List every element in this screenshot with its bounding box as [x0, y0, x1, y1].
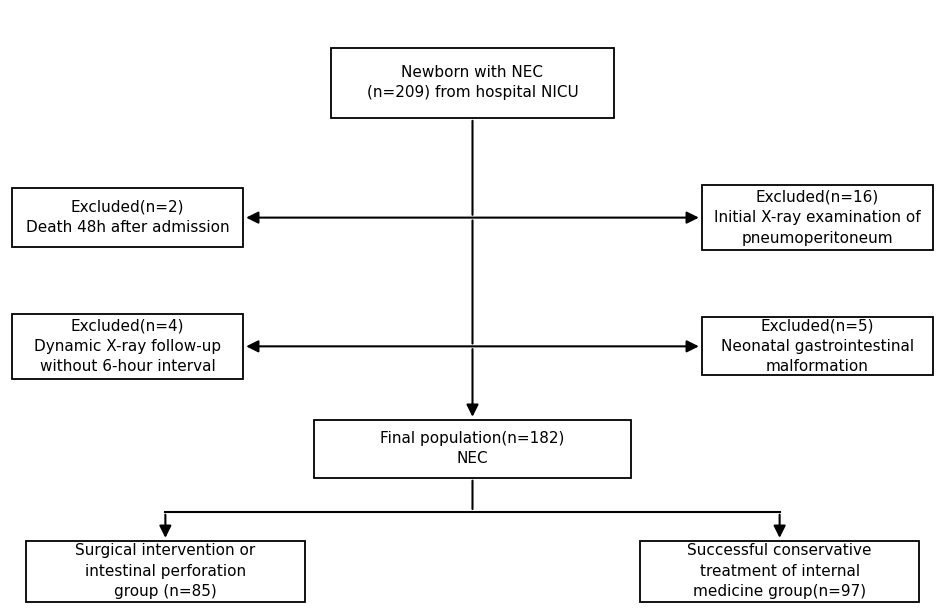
- FancyBboxPatch shape: [12, 314, 244, 378]
- FancyBboxPatch shape: [700, 185, 932, 249]
- FancyBboxPatch shape: [330, 48, 614, 118]
- Text: Final population(n=182)
NEC: Final population(n=182) NEC: [379, 431, 565, 466]
- Text: Successful conservative
treatment of internal
medicine group(n=97): Successful conservative treatment of int…: [686, 543, 871, 600]
- FancyBboxPatch shape: [640, 541, 918, 602]
- Text: Excluded(n=4)
Dynamic X-ray follow-up
without 6-hour interval: Excluded(n=4) Dynamic X-ray follow-up wi…: [34, 318, 221, 375]
- Text: Excluded(n=2)
Death 48h after admission: Excluded(n=2) Death 48h after admission: [25, 200, 229, 235]
- Text: Newborn with NEC
(n=209) from hospital NICU: Newborn with NEC (n=209) from hospital N…: [366, 65, 578, 101]
- Text: Excluded(n=5)
Neonatal gastrointestinal
malformation: Excluded(n=5) Neonatal gastrointestinal …: [720, 318, 913, 375]
- Text: Surgical intervention or
intestinal perforation
group (n=85): Surgical intervention or intestinal perf…: [76, 543, 255, 600]
- FancyBboxPatch shape: [25, 541, 304, 602]
- FancyBboxPatch shape: [12, 189, 244, 246]
- Text: Excluded(n=16)
Initial X-ray examination of
pneumoperitoneum: Excluded(n=16) Initial X-ray examination…: [714, 189, 919, 246]
- FancyBboxPatch shape: [313, 419, 631, 478]
- FancyBboxPatch shape: [700, 317, 932, 375]
